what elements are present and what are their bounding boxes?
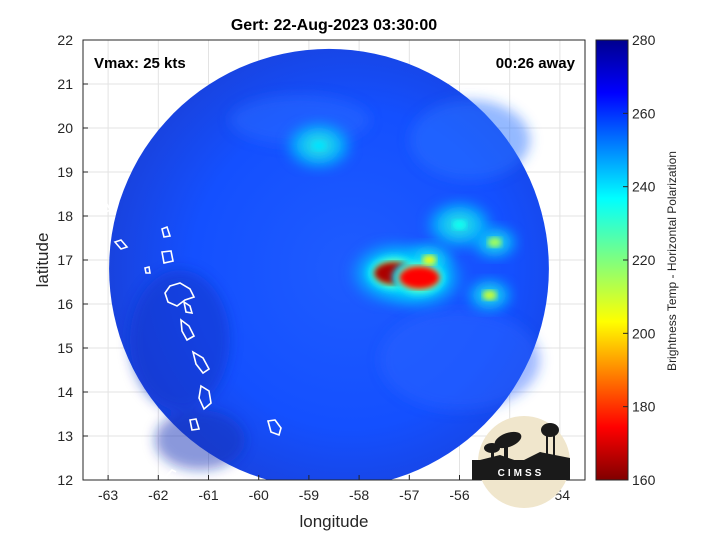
colorbar-tick-label: 220 (632, 252, 656, 268)
x-tick-label: -58 (349, 487, 369, 503)
x-tick-label: -62 (148, 487, 168, 503)
chart-title: Gert: 22-Aug-2023 03:30:00 (231, 17, 437, 34)
x-tick-label: -60 (249, 487, 269, 503)
colorbar-tick-label: 260 (632, 105, 656, 121)
x-tick-label: -61 (198, 487, 218, 503)
colorbar-tick-label: 240 (632, 179, 656, 195)
y-tick-label: 12 (57, 472, 73, 488)
y-tick-label: 22 (57, 32, 73, 48)
y-tick-label: 19 (57, 164, 73, 180)
y-tick-label: 17 (57, 252, 73, 268)
y-tick-label: 18 (57, 208, 73, 224)
swath-layer (109, 48, 549, 480)
time-away-annotation: 00:26 away (496, 55, 576, 72)
convection-features (282, 119, 520, 314)
x-tick-label: -57 (399, 487, 419, 503)
colorbar-tick-label: 200 (632, 325, 656, 341)
x-axis-label: longitude (299, 512, 368, 531)
feature-core (311, 140, 326, 151)
vmax-annotation: Vmax: 25 kts (94, 55, 186, 72)
y-tick-label: 16 (57, 296, 73, 312)
y-axis-label: latitude (33, 233, 52, 288)
feature-core (399, 266, 440, 289)
x-tick-label: -59 (299, 487, 319, 503)
feature-core (422, 255, 437, 265)
cimss-logo: CIMSS (472, 416, 570, 508)
colorbar (595, 39, 629, 481)
y-tick-label: 14 (57, 384, 73, 400)
x-tick-label: -56 (449, 487, 469, 503)
colorbar-label: Brightness Temp - Horizontal Polarizatio… (665, 151, 679, 371)
y-tick-label: 13 (57, 428, 73, 444)
colorbar-ticks: 160 180 200 220 240 260 280 (623, 32, 656, 488)
logo-text: CIMSS (498, 468, 545, 479)
y-tick-label: 21 (57, 76, 73, 92)
y-tick-label: 15 (57, 340, 73, 356)
y-tick-label: 20 (57, 120, 73, 136)
feature-core (482, 290, 497, 301)
y-axis-ticks: 12 13 14 15 16 17 18 19 20 21 22 (57, 32, 88, 488)
feature-core (487, 237, 502, 248)
colorbar-tick-label: 180 (632, 399, 656, 415)
x-tick-label: -63 (98, 487, 118, 503)
colorbar-tick-label: 280 (632, 32, 656, 48)
island-outlines (99, 202, 282, 477)
feature-core (452, 219, 467, 230)
colorbar-tick-label: 160 (632, 472, 656, 488)
